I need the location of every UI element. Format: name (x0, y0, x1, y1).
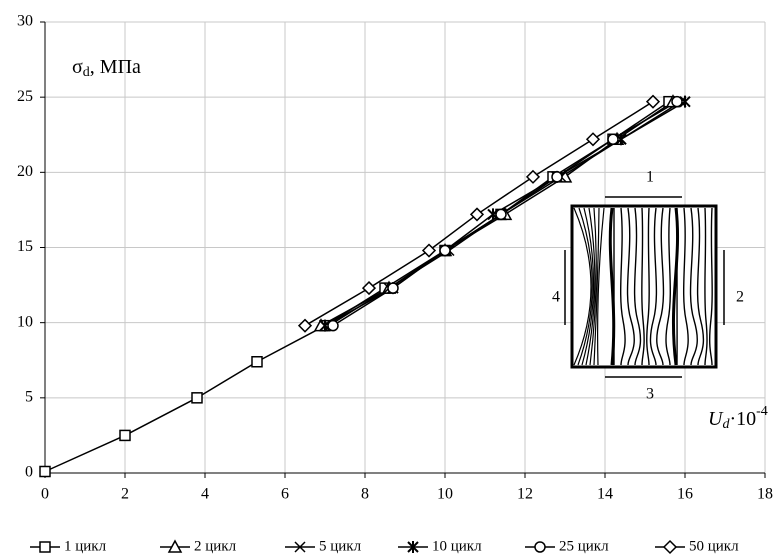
marker (297, 318, 313, 333)
x-tick-label: 10 (437, 486, 453, 503)
marker (39, 541, 51, 553)
inset-diagram: 1 2 3 4 (552, 169, 744, 403)
grain-line (649, 207, 658, 366)
y-tick-label: 25 (17, 88, 33, 105)
grain-line (704, 207, 708, 366)
grain-line (641, 207, 645, 366)
x-tick-label: 8 (361, 486, 369, 503)
marker (361, 281, 377, 296)
growth-ring (608, 207, 616, 366)
legend-label: 25 цикл (559, 538, 609, 554)
marker (439, 244, 451, 257)
marker (327, 319, 339, 332)
marker (607, 133, 619, 146)
x-label-factor: ·10 (729, 408, 756, 430)
y-label-symbol: σ (72, 56, 83, 78)
x-tick-label: 6 (281, 486, 289, 503)
grain-line (573, 207, 592, 366)
y-tick-label: 0 (25, 464, 33, 481)
marker (294, 541, 306, 553)
marker (119, 429, 131, 442)
grain-line (581, 207, 595, 366)
legend-label: 5 цикл (319, 538, 362, 554)
y-tick-label: 10 (17, 313, 33, 330)
x-label-sub: d (722, 417, 730, 432)
marker (251, 356, 263, 368)
marker (387, 282, 399, 294)
legend-label: 1 цикл (64, 538, 107, 554)
grain-line (626, 207, 635, 366)
grain-line (696, 207, 705, 366)
x-tick-label: 18 (757, 486, 773, 503)
marker (585, 132, 601, 147)
grain-line (619, 207, 626, 366)
y-tick-label: 15 (17, 238, 33, 255)
marker (645, 94, 661, 109)
y-tick-label: 20 (17, 163, 33, 180)
marker (469, 207, 485, 222)
y-axis-label: σd, МПа (72, 56, 141, 81)
x-tick-label: 16 (677, 486, 693, 503)
marker (671, 95, 683, 108)
marker (167, 539, 183, 553)
grain-line (585, 207, 596, 366)
grain-line (708, 207, 713, 366)
wood-grain (573, 207, 713, 366)
x-tick-label: 0 (41, 486, 49, 503)
grain-line (656, 207, 665, 366)
inset-label: 1 (646, 169, 654, 186)
marker (191, 392, 203, 404)
marker (421, 243, 437, 258)
marker (534, 541, 546, 553)
legend-label: 10 цикл (432, 538, 482, 554)
growth-ring (671, 207, 680, 366)
marker (551, 171, 563, 183)
grain-line (633, 207, 642, 366)
y-label-sub: d (83, 65, 90, 80)
grain-line (597, 207, 605, 366)
grain-line (646, 207, 650, 366)
x-tick-label: 4 (201, 486, 209, 503)
legend-label: 50 цикл (689, 538, 739, 554)
grain-line (689, 207, 698, 366)
x-tick-label: 12 (517, 486, 533, 503)
x-label-symbol: U (708, 408, 724, 430)
grain-line (577, 207, 593, 366)
inset-label: 2 (736, 289, 744, 306)
legend-label: 2 цикл (194, 538, 237, 554)
x-tick-label: 2 (121, 486, 129, 503)
grain-line (682, 207, 689, 366)
marker (39, 465, 51, 478)
x-tick-label: 14 (597, 486, 613, 503)
y-label-unit: , МПа (90, 56, 141, 78)
grain-line (589, 207, 597, 366)
grain-line (665, 207, 671, 366)
inset-label: 4 (552, 289, 560, 306)
inset-label: 3 (646, 386, 654, 403)
grain-line (593, 207, 600, 366)
marker (495, 208, 507, 221)
legend: 1 цикл 2 цикл 5 цикл 10 цикл 25 цикл 50 цикл (30, 538, 739, 554)
marker (525, 169, 541, 184)
marker (407, 541, 419, 553)
x-label-exp: -4 (756, 404, 768, 419)
y-tick-label: 30 (17, 13, 33, 30)
x-axis-label: Ud·10-4 (708, 404, 768, 432)
marker (662, 539, 678, 555)
y-tick-label: 5 (25, 389, 33, 406)
